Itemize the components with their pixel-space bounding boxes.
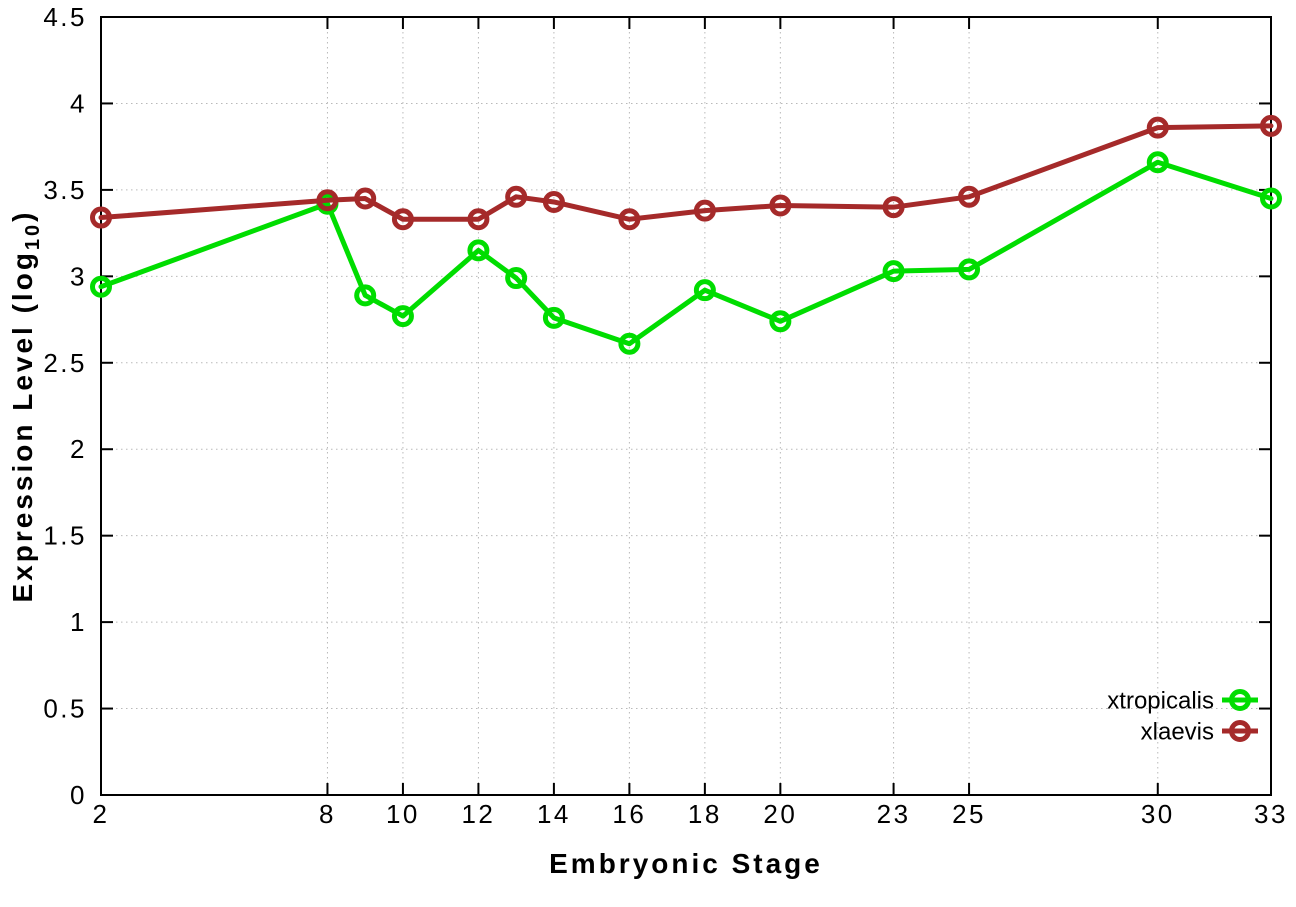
data-point-xlaevis	[90, 206, 112, 229]
y-tick-label: 1.5	[43, 521, 87, 551]
x-tick-label: 33	[1254, 799, 1288, 829]
data-point-xtropicalis	[1260, 187, 1282, 210]
y-tick-label: 3.5	[43, 175, 87, 205]
data-point-xtropicalis	[542, 306, 565, 329]
y-axis-title: Expression Level (log10)	[7, 210, 44, 603]
x-tick-label: 18	[688, 799, 722, 829]
data-point-xtropicalis	[505, 267, 528, 290]
tick-labels: 0 0.5 1 1.5 2 2.5 3 3.5 4 4.5 2 8 10 12 14 16 18 20 23 25 30…	[43, 2, 1288, 829]
x-tick-label: 23	[877, 799, 911, 829]
legend: xtropicalis xlaevis	[1107, 688, 1258, 746]
data-point-xlaevis	[391, 208, 414, 231]
y-tick-label: 4.5	[43, 2, 87, 32]
x-tick-label: 25	[952, 799, 986, 829]
series-xtropicalis	[90, 151, 1282, 355]
data-point-xlaevis	[958, 185, 981, 208]
legend-marker-xlaevis	[1229, 720, 1251, 742]
data-point-xtropicalis	[958, 258, 981, 281]
data-point-xtropicalis	[1146, 151, 1169, 174]
data-point-xtropicalis	[391, 305, 414, 328]
x-axis-title: Embryonic Stage	[549, 848, 823, 879]
y-tick-label: 0.5	[43, 694, 87, 724]
data-point-xtropicalis	[467, 239, 490, 262]
data-point-xtropicalis	[618, 332, 641, 355]
y-axis-title-main: Expression Level (log	[7, 250, 38, 602]
y-tick-label: 3	[70, 261, 87, 291]
data-point-xlaevis	[1146, 116, 1169, 139]
y-tick-label: 4	[70, 88, 87, 118]
x-tick-label: 16	[612, 799, 646, 829]
x-tick-label: 14	[537, 799, 571, 829]
data-point-xlaevis	[693, 199, 716, 222]
y-tick-label: 2.5	[43, 348, 87, 378]
x-tick-label: 12	[461, 799, 495, 829]
gridlines	[101, 17, 1271, 795]
legend-label-xlaevis: xlaevis	[1141, 719, 1214, 746]
plot-frame	[100, 16, 1272, 796]
x-tick-label: 10	[386, 799, 420, 829]
data-point-xlaevis	[354, 187, 377, 210]
x-tick-label: 30	[1141, 799, 1175, 829]
data-point-xtropicalis	[354, 284, 377, 307]
legend-entry-xlaevis: xlaevis	[1141, 719, 1258, 746]
data-point-xtropicalis	[882, 260, 905, 283]
x-tick-label: 8	[319, 799, 336, 829]
series-xlaevis	[90, 114, 1282, 231]
y-axis-title-close: )	[7, 210, 38, 222]
plot-border	[100, 16, 1272, 796]
legend-entry-xtropicalis: xtropicalis	[1107, 688, 1258, 715]
data-point-xlaevis	[542, 190, 565, 213]
y-tick-label: 0	[70, 780, 87, 810]
data-point-xlaevis	[769, 194, 792, 217]
data-point-xtropicalis	[769, 310, 792, 333]
legend-label-xtropicalis: xtropicalis	[1107, 688, 1214, 715]
y-axis-title-subscript: 10	[22, 222, 44, 250]
data-point-xlaevis	[467, 208, 490, 231]
series-line-xlaevis	[98, 123, 1274, 222]
data-point-xlaevis	[618, 208, 641, 231]
y-tick-label: 2	[70, 434, 87, 464]
data-point-xlaevis	[316, 189, 339, 212]
y-tick-label: 1	[70, 607, 87, 637]
legend-marker-xtropicalis	[1229, 689, 1251, 711]
data-point-xtropicalis	[90, 275, 112, 298]
data-point-xlaevis	[1260, 114, 1282, 137]
data-point-xtropicalis	[693, 279, 716, 302]
data-point-xlaevis	[505, 185, 528, 208]
data-point-xlaevis	[882, 196, 905, 219]
x-tick-label: 20	[763, 799, 797, 829]
data-series	[90, 114, 1282, 355]
x-tick-label: 2	[93, 799, 110, 829]
